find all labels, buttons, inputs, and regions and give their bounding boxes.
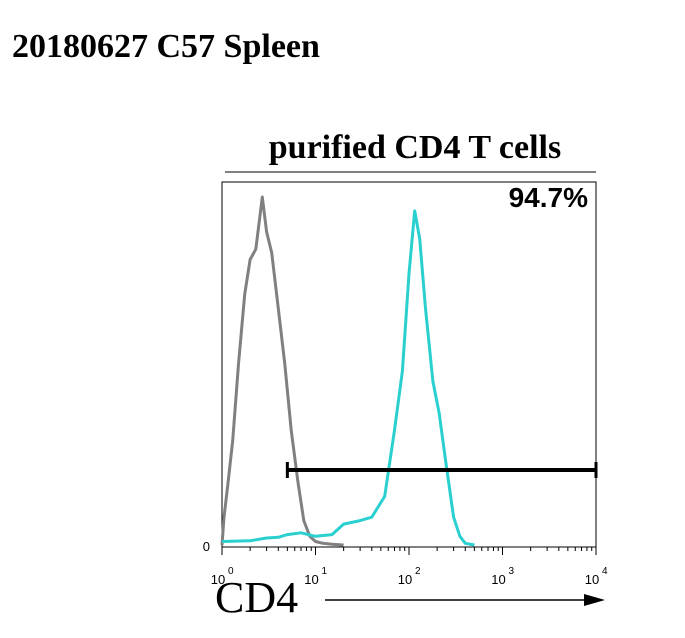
x-tick-exponent: 1 [322, 566, 328, 577]
x-tick-label: 10 [491, 572, 505, 587]
plot-title: purified CD4 T cells [269, 129, 562, 166]
plot-frame [221, 181, 597, 548]
x-tick-exponent: 2 [415, 566, 421, 577]
gate-percentage: 94.7% [509, 182, 588, 213]
x-tick-exponent: 0 [228, 566, 234, 577]
x-tick-label: 10 [398, 572, 412, 587]
figure-title: 20180627 C57 Spleen [12, 28, 320, 65]
x-axis-arrowhead [584, 594, 605, 606]
x-tick-exponent: 3 [509, 566, 515, 577]
x-axis-label: CD4 [215, 573, 298, 622]
isotype-control-histogram [220, 195, 344, 547]
x-tick-label: 10 [304, 572, 318, 587]
x-tick-label: 10 [585, 572, 599, 587]
cd4-stained-histogram [221, 209, 475, 547]
y-tick-label: 0 [203, 539, 210, 554]
x-tick-exponent: 4 [602, 566, 608, 577]
x-tick-label: 10 [211, 572, 225, 587]
